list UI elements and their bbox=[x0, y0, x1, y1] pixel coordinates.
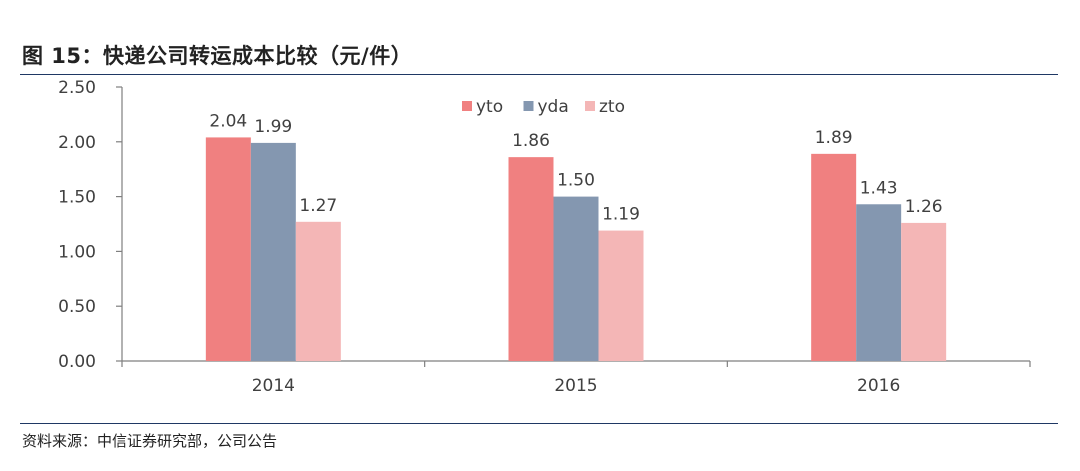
legend-label-yto: yto bbox=[476, 97, 503, 117]
bar-yto-2015 bbox=[508, 157, 554, 361]
legend-swatch-zto bbox=[585, 101, 595, 111]
title-rule bbox=[20, 74, 1058, 75]
y-tick-label: 2.00 bbox=[58, 133, 96, 153]
source-rule bbox=[20, 423, 1058, 424]
y-tick-label: 0.50 bbox=[58, 297, 96, 317]
data-labels: 2.04 1.99 1.27 1.86 1.50 1.19 1.89 1.43 1.26 bbox=[209, 111, 942, 224]
bar-yto-2016 bbox=[811, 153, 857, 361]
legend-label-zto: zto bbox=[599, 97, 625, 117]
legend: yto yda zto bbox=[462, 97, 625, 117]
x-tick-label: 2015 bbox=[554, 376, 597, 396]
y-axis: 0.00 0.50 1.00 1.50 2.00 2.50 bbox=[58, 78, 123, 372]
y-tick-label: 1.50 bbox=[58, 188, 96, 208]
bar-zto-2015 bbox=[598, 230, 644, 361]
data-label-yto-2016: 1.89 bbox=[815, 128, 853, 148]
legend-swatch-yda bbox=[523, 101, 534, 111]
bar-yda-2014 bbox=[250, 142, 296, 361]
y-tick-label: 2.50 bbox=[58, 78, 96, 98]
data-label-yto-2014: 2.04 bbox=[209, 111, 247, 131]
bar-zto-2014 bbox=[295, 221, 341, 361]
source-note: 资料来源：中信证券研究部，公司公告 bbox=[22, 432, 278, 450]
data-label-zto-2016: 1.26 bbox=[905, 197, 943, 217]
x-tick-label: 2016 bbox=[857, 376, 900, 396]
legend-label-yda: yda bbox=[538, 97, 569, 117]
bar-yto-2014 bbox=[205, 137, 251, 361]
bar-zto-2016 bbox=[901, 222, 947, 361]
data-label-yto-2015: 1.86 bbox=[512, 131, 550, 151]
data-label-zto-2015: 1.19 bbox=[602, 205, 640, 225]
chart-title: 图 15：快递公司转运成本比较（元/件） bbox=[22, 44, 413, 68]
y-tick-label: 0.00 bbox=[58, 352, 96, 372]
bar-yda-2015 bbox=[553, 196, 599, 361]
x-tick-label: 2014 bbox=[252, 376, 295, 396]
data-label-yda-2014: 1.99 bbox=[254, 117, 292, 137]
data-label-yda-2016: 1.43 bbox=[860, 178, 898, 198]
y-tick-label: 1.00 bbox=[58, 242, 96, 262]
bar-yda-2016 bbox=[856, 204, 902, 361]
legend-swatch-yto bbox=[462, 101, 472, 111]
data-label-yda-2015: 1.50 bbox=[557, 171, 595, 191]
bar-series bbox=[205, 137, 947, 361]
x-axis: 2014 2015 2016 bbox=[121, 360, 1031, 396]
data-label-zto-2014: 1.27 bbox=[299, 196, 337, 216]
